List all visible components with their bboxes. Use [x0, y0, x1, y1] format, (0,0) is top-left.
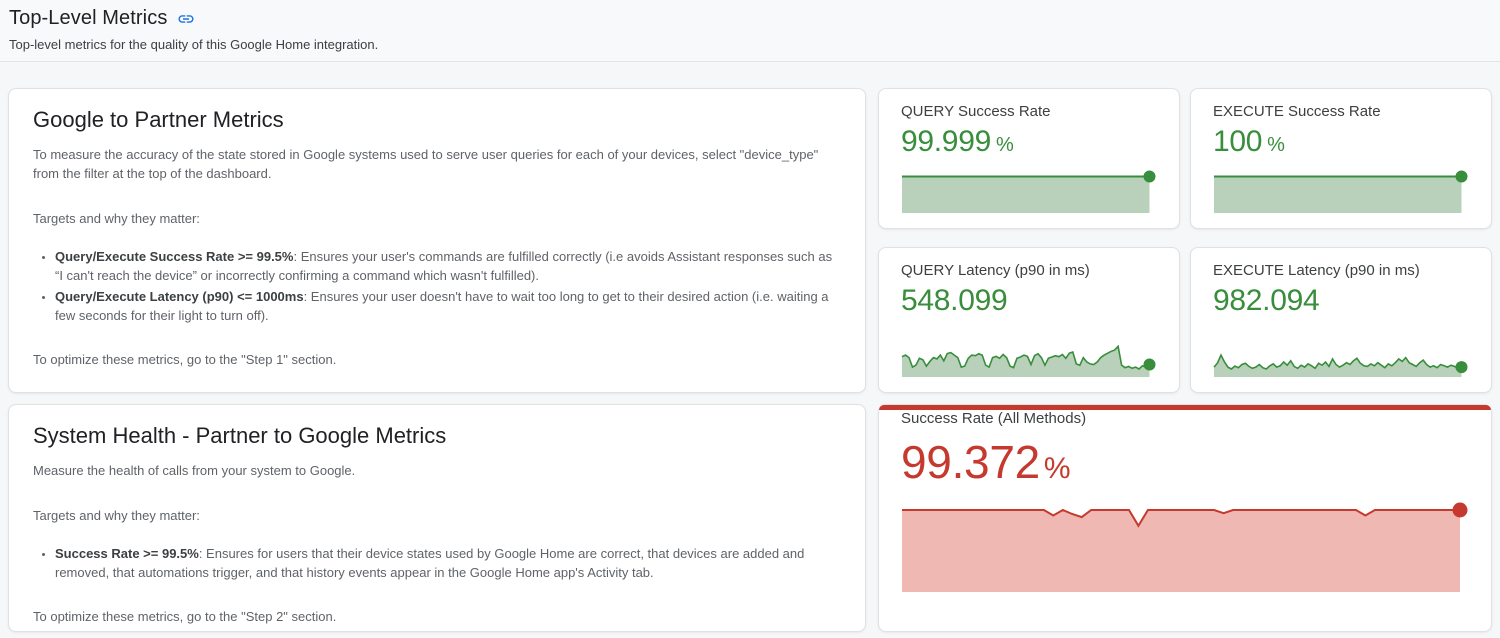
query-latency-card: QUERY Latency (p90 in ms) 548.099 [878, 247, 1180, 393]
bullet-lead: Query/Execute Success Rate >= 99.5% [55, 249, 294, 264]
execute-latency-sparkline [1213, 335, 1469, 378]
metric-label: QUERY Success Rate [901, 103, 1051, 120]
list-item: Query/Execute Success Rate >= 99.5%: Ens… [55, 247, 841, 285]
metric-label: QUERY Latency (p90 in ms) [901, 262, 1090, 279]
page-subtitle: Top-level metrics for the quality of thi… [9, 37, 379, 52]
execute-success-sparkline [1213, 169, 1469, 214]
all-methods-sparkline [901, 501, 1469, 593]
card-footer-note: To optimize these metrics, go to the "St… [33, 609, 337, 624]
targets-label: Targets and why they matter: [33, 508, 200, 523]
metric-unit: % [1267, 134, 1285, 156]
targets-list: Success Rate >= 99.5%: Ensures for users… [33, 544, 841, 582]
google-to-partner-card: Google to Partner Metrics To measure the… [8, 88, 866, 393]
execute-success-rate-card: EXECUTE Success Rate 100 % [1190, 88, 1492, 229]
metric-number: 100 [1213, 125, 1263, 158]
metric-label: Success Rate (All Methods) [901, 410, 1087, 427]
metric-value: 100 % [1213, 125, 1469, 159]
metric-label: EXECUTE Latency (p90 in ms) [1213, 262, 1420, 279]
execute-latency-card: EXECUTE Latency (p90 in ms) 982.094 [1190, 247, 1492, 393]
list-item: Query/Execute Latency (p90) <= 1000ms: E… [55, 287, 841, 325]
card-intro: To measure the accuracy of the state sto… [33, 147, 819, 181]
metric-number: 548.099 [901, 284, 1008, 317]
card-footer-note: To optimize these metrics, go to the "St… [33, 352, 337, 367]
bullet-text: : Ensures for users that their device st… [55, 546, 805, 580]
anchor-link-icon[interactable] [177, 10, 195, 28]
page-title: Top-Level Metrics [9, 7, 168, 29]
metric-number: 99.999 [901, 125, 991, 158]
query-success-rate-card: QUERY Success Rate 99.999 % [878, 88, 1180, 229]
targets-list: Query/Execute Success Rate >= 99.5%: Ens… [33, 247, 841, 325]
card-title: Google to Partner Metrics [33, 107, 284, 132]
targets-label: Targets and why they matter: [33, 211, 200, 226]
metric-unit: % [1043, 452, 1071, 485]
bullet-text: : Ensures your user doesn't have to wait… [55, 289, 829, 323]
bullet-lead: Query/Execute Latency (p90) <= 1000ms [55, 289, 304, 304]
metric-value: 982.094 [1213, 284, 1469, 318]
metric-value: 99.999 % [901, 125, 1157, 159]
metric-value: 548.099 [901, 284, 1157, 318]
page-header: Top-Level Metrics Top-level metrics for … [0, 0, 1500, 62]
metric-number: 982.094 [1213, 284, 1320, 317]
card-title: System Health - Partner to Google Metric… [33, 423, 447, 448]
system-health-card: System Health - Partner to Google Metric… [8, 404, 866, 632]
all-methods-success-rate-card: Success Rate (All Methods) 99.372 % [878, 404, 1492, 632]
metric-unit: % [995, 134, 1014, 156]
query-success-sparkline [901, 169, 1157, 214]
card-intro: Measure the health of calls from your sy… [33, 463, 356, 478]
metric-value: 99.372 % [901, 435, 1469, 489]
bullet-lead: Success Rate >= 99.5% [55, 546, 199, 561]
list-item: Success Rate >= 99.5%: Ensures for users… [55, 544, 841, 582]
metric-label: EXECUTE Success Rate [1213, 103, 1381, 120]
query-latency-sparkline [901, 335, 1157, 378]
metric-number: 99.372 [901, 436, 1040, 488]
bullet-text: : Ensures your user's commands are fulfi… [55, 249, 833, 283]
